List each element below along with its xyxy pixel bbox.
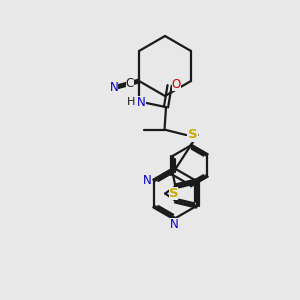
Text: S: S: [169, 187, 178, 200]
Text: C: C: [125, 77, 134, 90]
Text: N: N: [137, 95, 146, 109]
Text: N: N: [110, 81, 118, 94]
Text: N: N: [169, 218, 178, 231]
Text: S: S: [188, 128, 197, 142]
Text: H: H: [126, 97, 135, 107]
Text: N: N: [143, 174, 152, 187]
Text: O: O: [172, 77, 181, 91]
